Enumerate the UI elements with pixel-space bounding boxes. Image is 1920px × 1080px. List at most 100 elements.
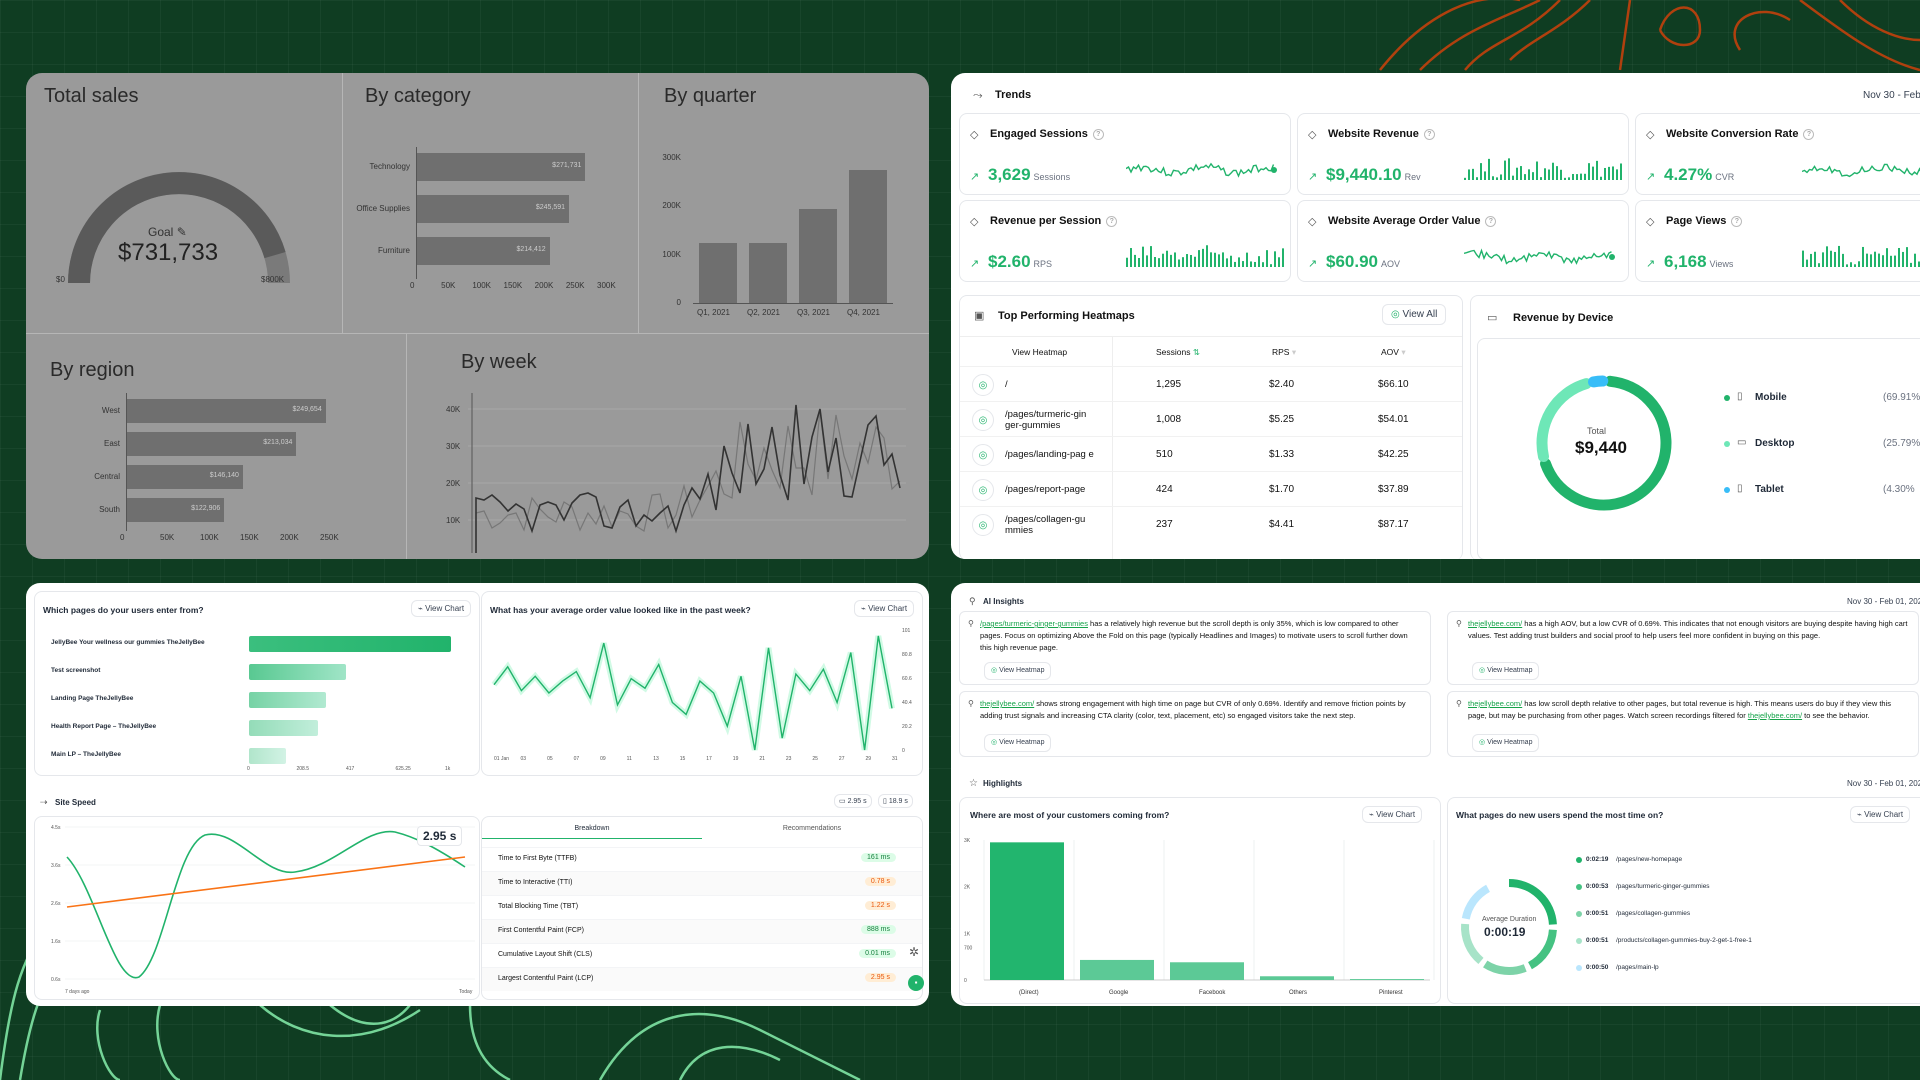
bar[interactable]	[749, 242, 787, 303]
eye-icon[interactable]: ◎	[972, 479, 994, 501]
bar[interactable]	[249, 748, 287, 764]
time-page[interactable]: /pages/new-homepage	[1616, 856, 1683, 863]
axis-line	[126, 393, 127, 531]
heatmap-page[interactable]: /pages/collagen-gu mmies	[1005, 513, 1086, 536]
bar[interactable]	[990, 842, 1064, 980]
donut-slice[interactable]	[1540, 375, 1672, 511]
bar[interactable]: $245,591	[416, 195, 570, 223]
time-page[interactable]: /pages/turmeric-ginger-gummies	[1616, 883, 1710, 890]
chat-icon[interactable]: ▪	[908, 975, 924, 991]
help-icon[interactable]: ?	[1485, 215, 1497, 227]
category-label: South	[99, 505, 120, 514]
bar[interactable]	[249, 636, 451, 652]
trend-tile[interactable]: ◇ Revenue per Session? ↗ $2.60 RPS	[959, 200, 1291, 282]
time-page[interactable]: /products/collagen-gummies-buy-2-get-1-f…	[1616, 937, 1752, 944]
donut-slice[interactable]	[1536, 378, 1592, 463]
table-row[interactable]: ◎ /pages/collagen-gu mmies 237 $4.41 $87.17	[960, 506, 1462, 542]
device-icon: ▭	[1487, 312, 1498, 324]
bar[interactable]: $271,731	[416, 153, 586, 181]
time-view-chart-button[interactable]: ⌁ View Chart	[1850, 806, 1911, 823]
sparkline	[1464, 248, 1615, 265]
trend-tile-value: 3,629 Sessions	[988, 165, 1071, 184]
axis-tick: 20.2	[902, 724, 912, 730]
bar[interactable]	[1170, 962, 1244, 980]
insight-link[interactable]: thejellybee.com/	[980, 699, 1035, 708]
trend-tile[interactable]: ◇ Website Conversion Rate? ↗ 4.27% CVR	[1635, 113, 1920, 195]
axis-tick: 3K	[964, 838, 971, 844]
table-row[interactable]: ◎ /pages/report-page 424 $1.70 $37.89	[960, 471, 1462, 507]
bar[interactable]	[799, 208, 837, 303]
insight-link[interactable]: thejellybee.com/	[1468, 619, 1523, 628]
bar[interactable]	[1260, 976, 1334, 980]
eye-icon[interactable]: ◎	[972, 514, 994, 536]
bar[interactable]	[1350, 979, 1424, 980]
trend-tile[interactable]: ◇ Website Revenue? ↗ $9,440.10 Rev	[1297, 113, 1629, 195]
table-row[interactable]: ◎ /pages/landing-pag e 510 $1.33 $42.25	[960, 436, 1462, 472]
view-heatmap-button[interactable]: ◎ View Heatmap	[984, 662, 1052, 680]
bar[interactable]: $213,034	[126, 432, 297, 456]
heatmap-page[interactable]: /	[1005, 379, 1008, 390]
time-page[interactable]: /pages/main-lp	[1616, 964, 1659, 971]
bar[interactable]	[699, 242, 737, 303]
donut-slice[interactable]	[1483, 960, 1527, 975]
eye-icon[interactable]: ◎	[972, 409, 994, 431]
bar[interactable]: $146,140	[126, 465, 243, 489]
heatmap-page[interactable]: /pages/turmeric-gin ger-gummies	[1005, 408, 1087, 431]
tab-breakdown[interactable]: Breakdown	[482, 825, 702, 839]
aov-view-chart-button[interactable]: ⌁ View Chart	[854, 600, 915, 617]
trend-tile[interactable]: ◇ Website Average Order Value? ↗ $60.90 AOV	[1297, 200, 1629, 282]
bar[interactable]: $214,412	[416, 237, 550, 265]
heatmap-page[interactable]: /pages/landing-pag e	[1005, 449, 1094, 460]
speed-badge-1[interactable]: ▭ 2.95 s	[834, 794, 872, 808]
sparkline	[1802, 245, 1920, 267]
eye-icon[interactable]: ◎	[972, 444, 994, 466]
sources-view-chart-button[interactable]: ⌁ View Chart	[1362, 806, 1423, 823]
insight-link[interactable]: thejellybee.com/	[1468, 699, 1523, 708]
speed-badge-2[interactable]: ▯ 18.9 s	[878, 794, 913, 808]
metric-row	[482, 895, 922, 919]
entry-view-chart-button[interactable]: ⌁ View Chart	[411, 600, 472, 617]
help-icon[interactable]: ?	[1106, 215, 1118, 227]
insight-link[interactable]: /pages/turmeric-ginger-gummies	[980, 619, 1088, 628]
trend-tile[interactable]: ◇ Engaged Sessions? ↗ 3,629 Sessions	[959, 113, 1291, 195]
trend-up-icon: ↗	[1646, 258, 1656, 270]
bar[interactable]	[249, 720, 318, 736]
donut-slice[interactable]	[1587, 375, 1609, 388]
bar[interactable]	[849, 170, 887, 303]
bar[interactable]: $122,906	[126, 498, 225, 522]
heatmap-rps: $1.70	[1269, 484, 1295, 495]
view-all-button[interactable]: ◎ View All	[1382, 304, 1447, 325]
time-page[interactable]: /pages/collagen-gummies	[1616, 910, 1691, 917]
donut-slice[interactable]	[1461, 923, 1484, 964]
col-rps[interactable]: RPS ▾	[1272, 347, 1297, 357]
view-heatmap-button[interactable]: ◎ View Heatmap	[1472, 734, 1540, 752]
help-icon[interactable]: ?	[1803, 128, 1815, 140]
help-icon[interactable]: ?	[1731, 215, 1743, 227]
metric-row	[482, 847, 922, 871]
table-row[interactable]: ◎ / 1,295 $2.40 $66.10	[960, 366, 1462, 402]
axis-tick: 101	[902, 628, 911, 634]
view-heatmap-button[interactable]: ◎ View Heatmap	[984, 734, 1052, 752]
donut-slice[interactable]	[1508, 879, 1557, 925]
eye-icon[interactable]: ◎	[972, 374, 994, 396]
trend-tile[interactable]: ◇ Page Views? ↗ 6,168 Views	[1635, 200, 1920, 282]
axis-tick: 09	[600, 756, 606, 762]
legend-name: Desktop	[1755, 438, 1795, 449]
bar[interactable]	[1080, 959, 1154, 980]
donut-slice[interactable]	[1461, 884, 1491, 920]
metric-value: 0.01 ms	[859, 949, 896, 958]
tab-recommendations[interactable]: Recommendations	[782, 825, 842, 832]
help-icon[interactable]: ?	[1092, 128, 1104, 140]
donut-slice[interactable]	[1527, 929, 1557, 970]
view-heatmap-button[interactable]: ◎ View Heatmap	[1472, 662, 1540, 680]
help-icon[interactable]: ?	[1423, 128, 1435, 140]
bar[interactable]	[249, 692, 326, 708]
col-sessions[interactable]: Sessions ⇅	[1156, 347, 1200, 357]
col-view-heatmap[interactable]: View Heatmap	[1012, 347, 1068, 357]
table-row[interactable]: ◎ /pages/turmeric-gin ger-gummies 1,008 $5.…	[960, 401, 1462, 437]
bar[interactable]	[249, 664, 346, 680]
bar[interactable]: $249,654	[126, 399, 326, 423]
col-aov[interactable]: AOV ▾	[1381, 347, 1406, 357]
heatmap-page[interactable]: /pages/report-page	[1005, 484, 1086, 495]
insight-link[interactable]: thejellybee.com/	[1747, 711, 1803, 720]
